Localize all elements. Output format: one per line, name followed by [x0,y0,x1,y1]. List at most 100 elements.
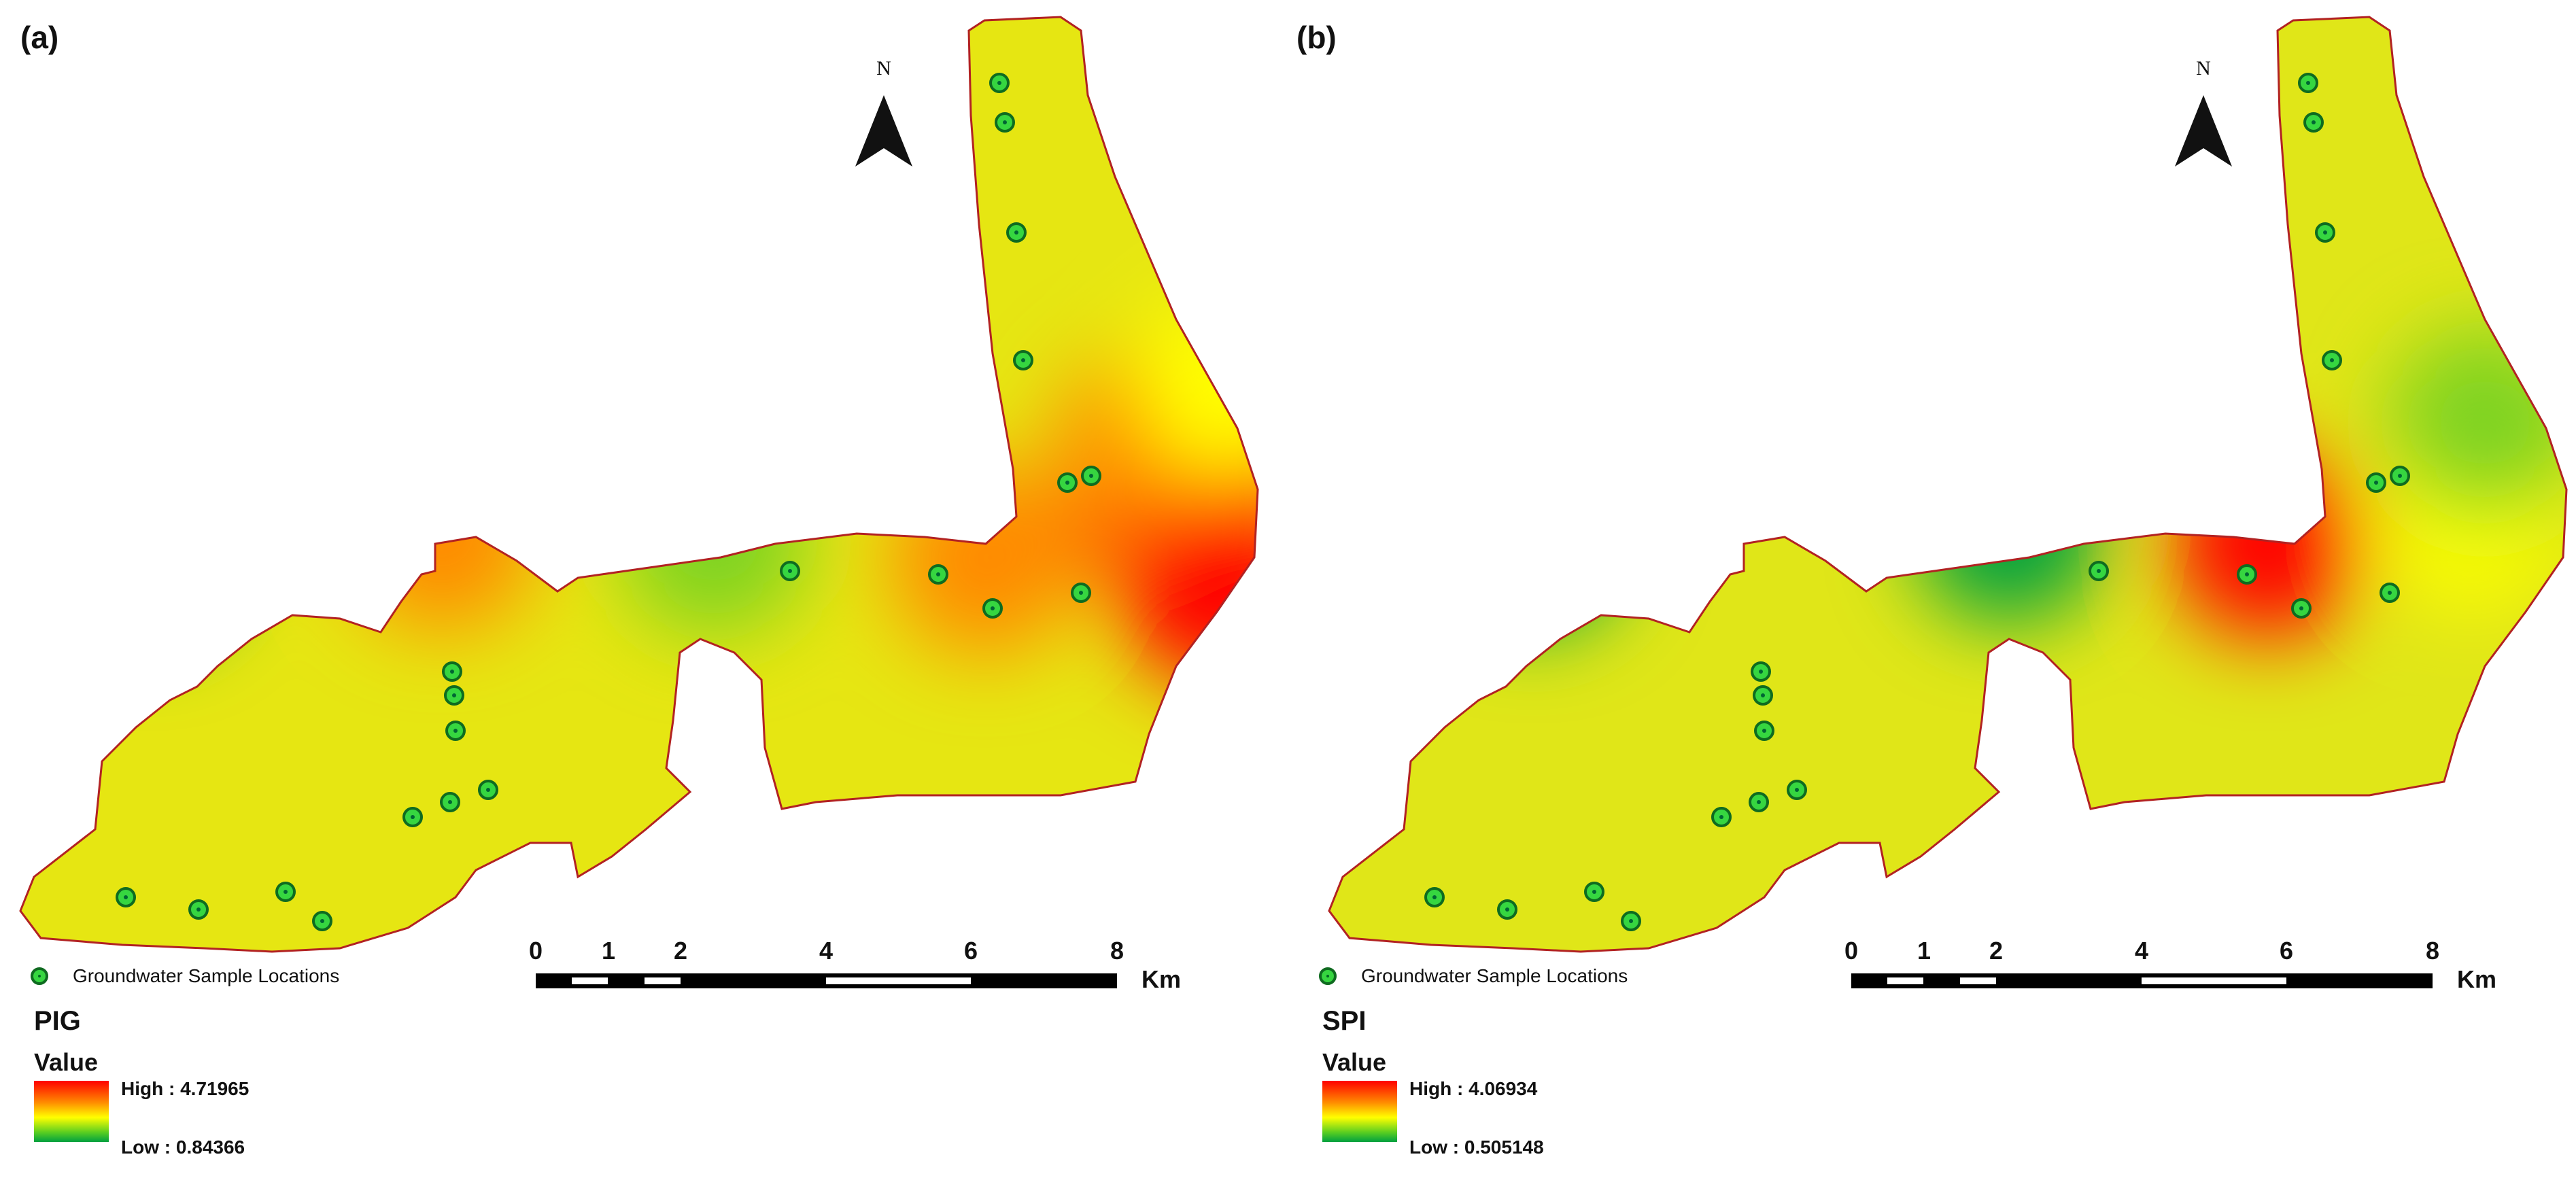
sample-points [116,73,1101,931]
scale-tick: 2 [1989,937,2004,965]
scale-tick: 0 [528,937,543,965]
sample-legend-label: Groundwater Sample Locations [1361,965,1628,986]
scale-tick: 8 [2425,937,2440,965]
sample-point [780,561,800,581]
high-label: High : 4.71965 [121,1078,250,1099]
sample-point [1754,721,1774,741]
sample-point [445,721,466,741]
value-label: Value [1322,1048,1387,1076]
value-zone [2390,327,2566,518]
north-arrow: N [2175,57,2232,167]
panel-label: (a) [20,20,59,55]
scale-bar-labels: 0 1 2 4 6 8 Km [1844,937,2496,993]
sample-point [444,685,464,706]
sample-point [478,780,498,800]
sample-point [116,887,136,907]
panel-a: (a) N 0 1 2 4 6 8 Km Groundwa [19,16,1259,1158]
sample-point [1057,472,1078,493]
interpolated-surface [20,17,1258,952]
value-label: Value [34,1048,99,1076]
study-area-outline [19,16,1259,953]
scale-tick: 6 [2279,937,2294,965]
scale-tick: 4 [819,937,834,965]
map-canvas: N [1328,16,2576,988]
sample-point [982,598,1003,619]
sample-point [2237,564,2257,585]
sample-point [2315,222,2335,243]
sample-point [1424,887,1445,907]
sample-point [995,112,1015,133]
sample-point [989,73,1010,93]
sample-point [1071,583,1091,603]
sample-point [1584,882,1604,902]
scale-unit: Km [2456,965,2497,993]
north-label: N [876,57,891,80]
value-zone [1244,143,1258,334]
color-ramp [1322,1081,1397,1142]
scale-bar [1851,973,2433,988]
map-canvas: N [19,16,1259,988]
sample-point [1013,350,1033,370]
sample-point [2322,350,2342,370]
scale-tick: 4 [2134,937,2149,965]
panel-label: (b) [1296,20,1337,55]
sample-point [440,792,460,812]
sample-point [2366,472,2386,493]
sample-point [275,882,296,902]
sample-point [2298,73,2318,93]
sample-points [1424,73,2410,931]
sample-point [1621,911,1641,931]
value-zone [1122,496,1258,687]
scale-tick: 8 [1110,937,1124,965]
sample-legend: Groundwater Sample Locations [1319,965,1628,987]
sample-point [312,911,332,931]
value-zone [1438,440,1628,630]
study-area-outline [1328,16,2568,953]
north-arrow: N [855,57,912,167]
value-zone [619,443,809,634]
sample-point-icon [31,967,48,985]
value-zone [347,440,537,630]
sample-point [442,661,462,682]
color-ramp [34,1081,109,1142]
sample-point [928,564,948,585]
sample-point [2089,561,2109,581]
scale-bar-labels: 0 1 2 4 6 8 Km [529,937,1181,993]
scale-tick: 2 [673,937,688,965]
sample-legend: Groundwater Sample Locations [31,965,339,987]
sample-legend-label: Groundwater Sample Locations [73,965,340,986]
value-zone [891,464,1081,655]
scale-tick: 6 [963,937,978,965]
panel-b: (b) N 0 1 2 4 6 8 Km Groundwa [1288,0,2576,1178]
index-name: SPI [1322,1006,1367,1036]
scale-bar [536,973,1117,988]
low-label: Low : 0.84366 [121,1137,245,1158]
sample-point [1081,466,1101,486]
scale-tick: 0 [1844,937,1859,965]
sample-point [1006,222,1027,243]
sample-point [2303,112,2324,133]
low-label: Low : 0.505148 [1409,1137,1544,1158]
sample-point [402,807,423,827]
sample-point [1497,899,1517,920]
scale-tick: 1 [1917,937,1931,965]
sample-point [1711,807,1732,827]
scale-tick: 1 [601,937,616,965]
value-zone [1914,432,2104,623]
value-zone [2566,151,2576,341]
north-label: N [2196,57,2211,80]
sample-point [1787,780,1807,800]
sample-point [1751,661,1771,682]
sample-point [2380,583,2400,603]
sample-point [2390,466,2410,486]
scale-unit: Km [1141,965,1182,993]
sample-point [2291,598,2312,619]
sample-point-icon [1319,967,1337,985]
sample-point [1749,792,1769,812]
sample-point [188,899,209,920]
sample-point [1753,685,1773,706]
value-zone [48,447,238,638]
high-label: High : 4.06934 [1409,1078,1538,1099]
index-name: PIG [34,1006,81,1036]
value-zone [2172,447,2363,638]
